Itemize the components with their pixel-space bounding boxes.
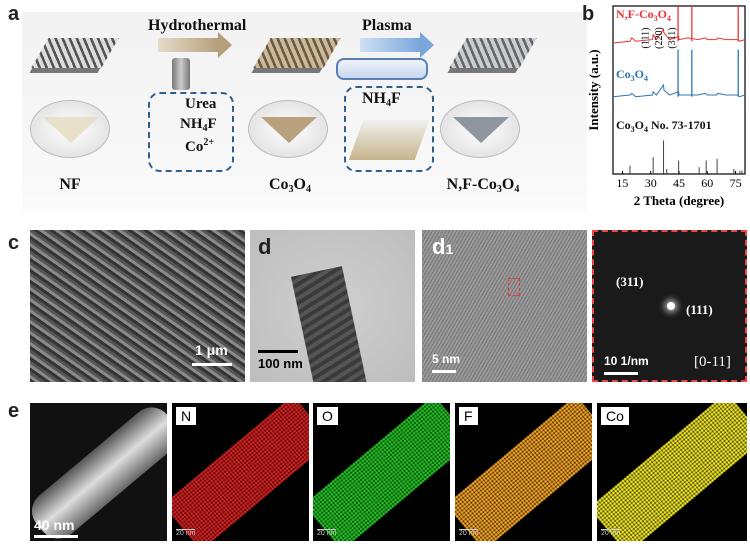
co3o4-zoom-circle	[248, 100, 328, 158]
eds-map-co-scale: 20 nm	[601, 529, 621, 537]
xrd-series-1	[612, 83, 746, 98]
haadf-scale-label: 40 nm	[34, 517, 75, 533]
eds-map-o-scale: 20 nm	[317, 529, 337, 537]
xrd-plot-frame	[612, 5, 746, 175]
nf-triangle	[43, 117, 99, 143]
reagent-box-2	[344, 86, 434, 172]
xrd-legend-co3o4: Co3O4	[616, 67, 648, 83]
xrd-annotation-1: (220)	[654, 27, 665, 49]
xrd-series-0	[612, 28, 746, 44]
sem-scale-bar	[192, 363, 232, 366]
panel-label-d: d	[258, 234, 272, 259]
xrd-ylabel: Intensity (a.u.)	[588, 49, 601, 130]
nf-zoom-circle	[30, 100, 110, 158]
fft-scale-bar	[604, 372, 638, 375]
panel-label-a: a	[8, 3, 20, 25]
caption-co3o4: Co3O4	[268, 176, 311, 195]
xrd-xtick-label-1: 30	[645, 176, 657, 190]
reagent-box-1	[148, 92, 234, 172]
fft-scale-label: 10 1/nm	[604, 354, 649, 368]
tem-image: d 100 nm	[250, 230, 415, 382]
haadf-image: 40 nm	[30, 403, 167, 541]
eds-map-n-label: N	[176, 407, 197, 425]
hrtem-scale-bar	[432, 370, 456, 373]
fft-zone-axis: [0-11]	[694, 354, 731, 370]
fft-image: (311) (111) 10 1/nm [0-11]	[592, 230, 747, 382]
xrd-chart: 15 30 45 60 75 (111) (220) (311) N,F-Co3O4 Co3O4 C…	[588, 5, 746, 208]
xrd-annotation-2: (311)	[667, 27, 678, 48]
reagent-nh4f-plasma: NH4F	[362, 90, 401, 109]
tem-scale-bar	[258, 350, 298, 353]
xrd-xtick-label-4: 75	[730, 176, 742, 190]
eds-map-o: O 20 nm	[313, 403, 450, 541]
reagent-urea: Urea	[185, 96, 217, 112]
eds-map-o-label: O	[317, 407, 338, 425]
step-plasma-label: Plasma	[362, 17, 412, 34]
panel-label-b: b	[582, 3, 595, 25]
hrtem-image: d1 5 nm	[422, 230, 587, 382]
eds-map-co-label: Co	[601, 407, 629, 425]
xrd-xlabel: 2 Theta (degree)	[634, 193, 725, 208]
eds-map-n: N 20 nm	[172, 403, 309, 541]
tem-scale-label: 100 nm	[258, 356, 303, 371]
xrd-xtick-label-0: 15	[616, 176, 628, 190]
xrd-xtick-label-3: 60	[701, 176, 713, 190]
nanowire	[291, 266, 371, 382]
step-hydrothermal-label: Hydrothermal	[148, 17, 247, 34]
haadf-scale-bar	[34, 535, 78, 538]
hydrothermal-arrow	[158, 32, 232, 58]
plasma-tube-icon	[336, 58, 428, 80]
panel-label-e: e	[8, 400, 20, 422]
nf-co3o4-triangle	[453, 117, 509, 143]
co3o4-triangle	[261, 117, 317, 143]
fft-selected-region	[508, 278, 520, 296]
reagent-co2plus: Co2+	[185, 137, 215, 155]
eds-map-f-label: F	[459, 407, 478, 425]
eds-map-n-scale: 20 nm	[176, 529, 196, 537]
sem-image: 1 μm	[30, 230, 245, 382]
nf-co3o4-zoom-circle	[440, 100, 520, 158]
panel-label-d1: d1	[432, 234, 454, 259]
autoclave-icon	[172, 58, 190, 90]
eds-map-f-scale: 20 nm	[459, 529, 479, 537]
xrd-xtick-label-2: 45	[673, 176, 685, 190]
hrtem-scale-label: 5 nm	[432, 352, 461, 366]
xrd-reference-label: Co3O4 No. 73-1701	[616, 118, 712, 134]
xrd-legend-nf-co3o4: N,F-Co3O4	[616, 7, 671, 23]
plasma-arrow	[360, 32, 434, 58]
fft-plane-311: (311)	[616, 274, 644, 289]
eds-map-f: F 20 nm	[455, 403, 592, 541]
caption-nf: NF	[59, 176, 81, 193]
caption-nf-co3o4: N,F-Co3O4	[446, 176, 520, 195]
panel-label-c: c	[8, 232, 20, 254]
eds-map-co: Co 20 nm	[597, 403, 747, 541]
reagent-nh4f: NH4F	[180, 116, 217, 134]
fft-plane-111: (111)	[686, 302, 713, 317]
xrd-annotation-0: (111)	[641, 28, 652, 49]
sem-scale-label: 1 μm	[195, 342, 228, 358]
fft-center-spot	[667, 302, 675, 310]
